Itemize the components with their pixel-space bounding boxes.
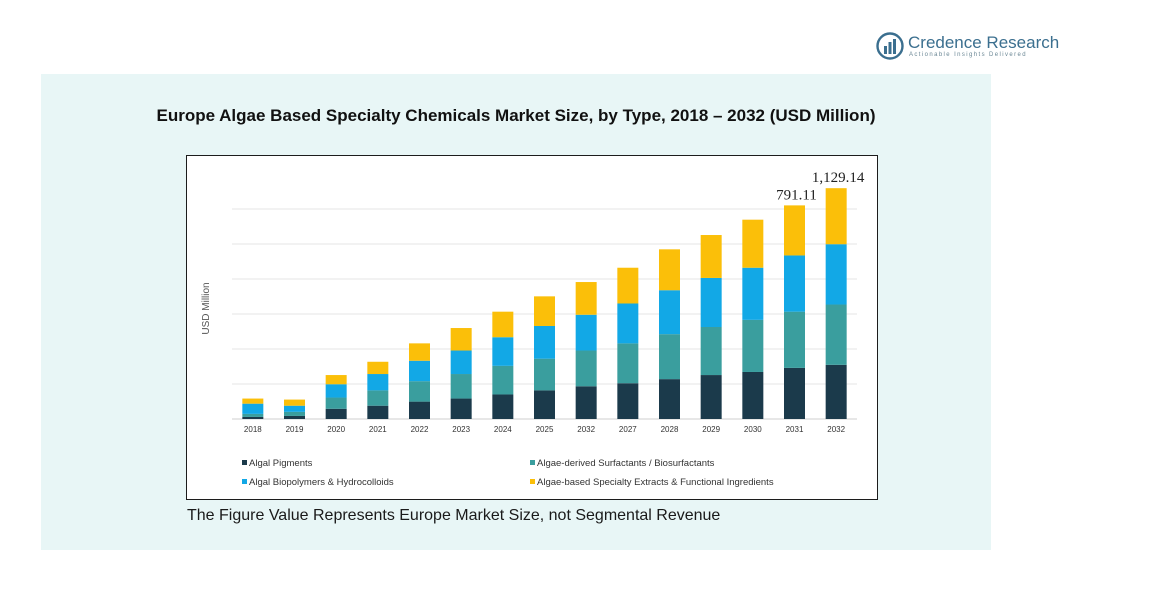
- brand-logo: Credence Research Actionable Insights De…: [876, 32, 1076, 62]
- legend-swatch: [530, 460, 535, 465]
- bar-segment-2029-series-2: [700, 327, 722, 376]
- bar-segment-2022-series-4: [409, 343, 430, 361]
- x-tick-label: 2018: [244, 425, 262, 434]
- bar-segment-2018-series-4: [242, 398, 264, 404]
- bar-segment-2021-series-2: [367, 390, 389, 406]
- bar-segment-2032-series-3: [575, 314, 597, 351]
- bar-segment-2023-series-3: [450, 350, 472, 375]
- x-tick-label: 2027: [619, 425, 637, 434]
- x-tick-label: 2019: [286, 425, 304, 434]
- bar-segment-2032-series-2: [575, 350, 597, 387]
- bar-segment-2027-series-3: [617, 303, 639, 344]
- bar-segment-2024-series-3: [492, 337, 514, 366]
- y-axis-label: USD Million: [201, 282, 212, 334]
- brand-name: Credence Research: [908, 33, 1060, 52]
- x-tick-label: 2029: [702, 425, 720, 434]
- bar-segment-2022-series-3: [409, 360, 430, 382]
- bar-segment-2028-series-1: [659, 379, 680, 419]
- x-tick-label: 2020: [327, 425, 345, 434]
- x-tick-label: 2030: [744, 425, 762, 434]
- x-tick-label: 2031: [786, 425, 804, 434]
- bar-segment-2031-series-1: [784, 367, 805, 419]
- bar-segment-2027-series-1: [617, 383, 639, 419]
- brand-tagline: Actionable Insights Delivered: [909, 52, 1027, 58]
- bar-segment-2032-series-2: [825, 304, 847, 365]
- bar-segment-2032-series-4: [575, 282, 597, 315]
- x-tick-label: 2025: [536, 425, 554, 434]
- legend-swatch: [242, 479, 247, 484]
- x-tick-label: 2032: [577, 425, 595, 434]
- bar-segment-2018-series-2: [242, 413, 264, 417]
- bar-segment-2021-series-4: [367, 361, 389, 375]
- stacked-bar-chart: USD Million 2018 2019 2020 2021 2022 2023 2024 2…: [201, 170, 865, 488]
- bar-segment-2023-series-1: [450, 398, 472, 419]
- bar-segment-2031-series-3: [784, 255, 805, 312]
- x-tick-label: 2024: [494, 425, 512, 434]
- bar-segment-2020-series-2: [325, 397, 347, 409]
- bar-segment-2025-series-4: [534, 296, 555, 326]
- bar-segment-2019-series-4: [284, 399, 305, 406]
- legend-swatch: [242, 460, 247, 465]
- x-tick-label: 2021: [369, 425, 387, 434]
- data-label: 791.11: [776, 187, 817, 203]
- x-tick-label: 2023: [452, 425, 470, 434]
- x-tick-label: 2022: [411, 425, 429, 434]
- bar-segment-2032-series-1: [575, 386, 597, 419]
- bar-segment-2019-series-1: [284, 415, 305, 419]
- chart-panel: Europe Algae Based Specialty Chemicals M…: [41, 74, 991, 550]
- bar-segment-2032-series-4: [825, 188, 847, 245]
- bar-segment-2028-series-2: [659, 334, 680, 380]
- bar-segment-2025-series-2: [534, 358, 555, 391]
- bar-segment-2022-series-1: [409, 401, 430, 419]
- bar-segment-2018-series-3: [242, 403, 264, 414]
- bar-segment-2019-series-3: [284, 405, 305, 412]
- bar-segment-2019-series-2: [284, 411, 305, 416]
- bar-segment-2022-series-2: [409, 381, 430, 402]
- bar-segment-2023-series-2: [450, 374, 472, 399]
- x-tick-label: 2028: [661, 425, 679, 434]
- bar-segment-2021-series-3: [367, 374, 389, 391]
- bar-segment-2020-series-1: [325, 408, 347, 419]
- x-tick-label: 2032: [827, 425, 845, 434]
- bar-segment-2030-series-2: [742, 319, 764, 372]
- bar-segment-2024-series-1: [492, 394, 514, 419]
- chart-footnote: The Figure Value Represents Europe Marke…: [187, 507, 721, 524]
- legend-swatch: [530, 479, 535, 484]
- bar-segment-2027-series-4: [617, 267, 639, 304]
- bar-segment-2029-series-3: [700, 277, 722, 328]
- data-label: 1,129.14: [812, 170, 865, 186]
- plot-area: USD Million 2018 2019 2020 2021 2022 2023 2024 2…: [186, 155, 878, 500]
- bar-segment-2028-series-4: [659, 249, 680, 291]
- bar-segment-2023-series-4: [450, 328, 472, 351]
- bar-segment-2032-series-1: [825, 364, 847, 419]
- bar-segment-2031-series-4: [784, 205, 805, 256]
- legend-entry: Algal Biopolymers & Hydrocolloids: [249, 477, 394, 488]
- bar-segment-2031-series-2: [784, 311, 805, 368]
- bar-segment-2021-series-1: [367, 405, 389, 419]
- legend-entry: Algae-based Specialty Extracts & Functio…: [537, 477, 774, 488]
- legend-entry: Algae-derived Surfactants / Biosurfactan…: [537, 458, 715, 469]
- bar-segment-2030-series-1: [742, 371, 764, 419]
- bar-segment-2025-series-3: [534, 325, 555, 359]
- bar-segment-2018-series-1: [242, 416, 264, 419]
- bar-chart-logo-icon: [876, 32, 904, 60]
- bar-segment-2027-series-2: [617, 343, 639, 384]
- bar-segment-2029-series-1: [700, 375, 722, 419]
- bar-segment-2029-series-4: [700, 235, 722, 278]
- bar-segment-2030-series-4: [742, 219, 764, 268]
- chart-title: Europe Algae Based Specialty Chemicals M…: [156, 106, 876, 125]
- bar-segment-2028-series-3: [659, 290, 680, 335]
- bar-segment-2030-series-3: [742, 267, 764, 320]
- bar-segment-2032-series-3: [825, 244, 847, 305]
- bar-segment-2024-series-4: [492, 311, 514, 338]
- bar-segment-2024-series-2: [492, 365, 514, 395]
- bar-segment-2020-series-3: [325, 384, 347, 398]
- bar-segment-2025-series-1: [534, 390, 555, 419]
- bar-segment-2020-series-4: [325, 375, 347, 385]
- legend-entry: Algal Pigments: [249, 458, 313, 469]
